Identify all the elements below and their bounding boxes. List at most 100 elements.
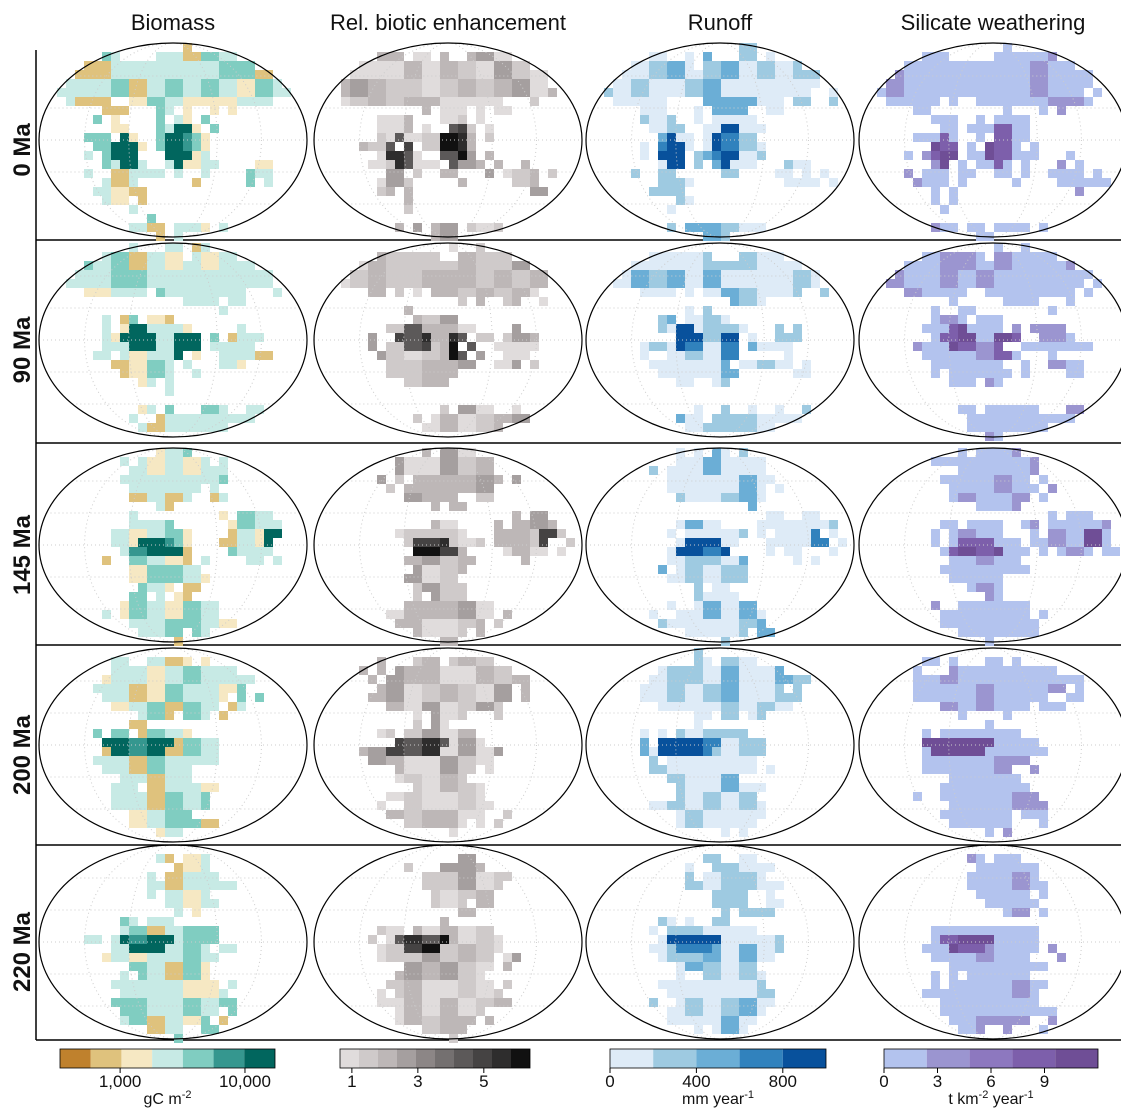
grid-cell bbox=[748, 133, 757, 142]
grid-cell bbox=[676, 351, 685, 360]
grid-cell bbox=[1003, 288, 1012, 297]
grid-cell bbox=[156, 315, 165, 324]
grid-cell bbox=[958, 711, 967, 720]
grid-cell bbox=[694, 774, 703, 783]
grid-cell bbox=[431, 369, 440, 378]
grid-cell bbox=[449, 666, 458, 675]
grid-cell bbox=[721, 684, 730, 693]
grid-cell bbox=[1030, 998, 1039, 1007]
grid-cell bbox=[156, 369, 165, 378]
grid-cell bbox=[422, 619, 431, 628]
grid-cell bbox=[985, 810, 994, 819]
grid-cell bbox=[1012, 747, 1021, 756]
grid-cell bbox=[940, 151, 949, 160]
grid-cell bbox=[129, 484, 138, 493]
grid-cell bbox=[640, 142, 649, 151]
grid-cell bbox=[712, 675, 721, 684]
grid-cell bbox=[228, 980, 237, 989]
grid-cell bbox=[458, 565, 467, 574]
grid-cell bbox=[1003, 926, 1012, 935]
grid-cell bbox=[404, 252, 413, 261]
grid-cell bbox=[156, 106, 165, 115]
grid-cell bbox=[503, 279, 512, 288]
grid-cell bbox=[404, 187, 413, 196]
grid-cell bbox=[967, 729, 976, 738]
grid-cell bbox=[458, 1025, 467, 1034]
grid-cell bbox=[431, 414, 440, 423]
grid-cell bbox=[1012, 124, 1021, 133]
grid-cell bbox=[1039, 52, 1048, 61]
grid-cell bbox=[748, 279, 757, 288]
grid-cell bbox=[138, 980, 147, 989]
grid-cell bbox=[111, 684, 120, 693]
grid-cell bbox=[940, 684, 949, 693]
grid-cell bbox=[703, 124, 712, 133]
grid-cell bbox=[1012, 493, 1021, 502]
grid-cell bbox=[494, 252, 503, 261]
grid-cell bbox=[985, 484, 994, 493]
grid-cell bbox=[685, 783, 694, 792]
grid-cell bbox=[422, 574, 431, 583]
grid-cell bbox=[676, 792, 685, 801]
grid-cell bbox=[156, 926, 165, 935]
grid-cell bbox=[174, 747, 183, 756]
grid-cell bbox=[949, 520, 958, 529]
grid-cell bbox=[685, 538, 694, 547]
grid-cell bbox=[985, 279, 994, 288]
grid-cell bbox=[476, 863, 485, 872]
grid-cell bbox=[721, 980, 730, 989]
grid-cell bbox=[120, 917, 129, 926]
grid-cell bbox=[422, 142, 431, 151]
grid-cell bbox=[467, 666, 476, 675]
grid-cell bbox=[431, 702, 440, 711]
grid-cell bbox=[377, 666, 386, 675]
grid-cell bbox=[667, 466, 676, 475]
grid-cell bbox=[120, 971, 129, 980]
grid-cell bbox=[703, 702, 712, 711]
grid-cell bbox=[667, 288, 676, 297]
grid-cell bbox=[1039, 610, 1048, 619]
grid-cell bbox=[721, 414, 730, 423]
grid-cell bbox=[174, 270, 183, 279]
grid-cell bbox=[138, 792, 147, 801]
grid-cell bbox=[264, 79, 273, 88]
grid-cell bbox=[192, 574, 201, 583]
grid-cell bbox=[431, 288, 440, 297]
grid-cell bbox=[368, 97, 377, 106]
grid-cell bbox=[694, 574, 703, 583]
grid-cell bbox=[219, 619, 228, 628]
grid-cell bbox=[183, 792, 192, 801]
grid-cell bbox=[458, 657, 467, 666]
grid-cell bbox=[530, 270, 539, 279]
unit-text: year bbox=[988, 1091, 1024, 1108]
map-panel bbox=[859, 845, 1121, 1039]
grid-cell bbox=[667, 666, 676, 675]
grid-cell bbox=[712, 702, 721, 711]
grid-cell bbox=[246, 97, 255, 106]
grid-cell bbox=[129, 610, 138, 619]
grid-cell bbox=[631, 279, 640, 288]
colorbar-unit: t km-2 year-1 bbox=[948, 1089, 1033, 1108]
grid-cell bbox=[667, 88, 676, 97]
grid-cell bbox=[1057, 675, 1066, 684]
grid-cell bbox=[775, 881, 784, 890]
grid-cell bbox=[739, 529, 748, 538]
grid-cell bbox=[192, 369, 201, 378]
grid-cell bbox=[1003, 270, 1012, 279]
grid-cell bbox=[174, 774, 183, 783]
grid-cell bbox=[476, 270, 485, 279]
grid-cell bbox=[111, 160, 120, 169]
grid-cell bbox=[1012, 457, 1021, 466]
grid-cell bbox=[431, 270, 440, 279]
grid-cell bbox=[192, 423, 201, 432]
grid-cell bbox=[721, 702, 730, 711]
grid-cell bbox=[739, 133, 748, 142]
map-panel bbox=[314, 448, 582, 646]
grid-cell bbox=[994, 792, 1003, 801]
grid-cell bbox=[976, 693, 985, 702]
grid-cell bbox=[913, 133, 922, 142]
map-panel bbox=[859, 448, 1121, 646]
grid-cell bbox=[129, 205, 138, 214]
grid-cell bbox=[730, 729, 739, 738]
grid-cell bbox=[913, 792, 922, 801]
